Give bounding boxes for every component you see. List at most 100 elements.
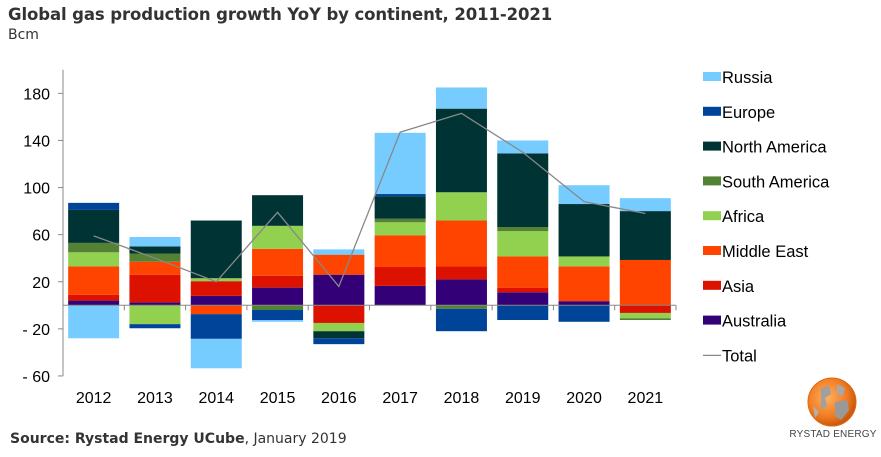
- legend-swatch-middle-east: [703, 246, 721, 255]
- bar-segment-europe-2014: [190, 314, 242, 339]
- x-tick-label: 2021: [628, 390, 664, 407]
- x-tick-label: 2013: [137, 390, 173, 407]
- bar-segment-australia-2018: [435, 279, 487, 306]
- bar-segment-russia-2013: [129, 237, 181, 247]
- bar-segment-middle-east-2012: [68, 266, 120, 295]
- bar-segment-north-america-2014: [190, 220, 242, 279]
- bar-segment-europe-2018: [435, 308, 487, 332]
- legend-swatch-europe: [703, 106, 721, 116]
- legend-label-middle-east: Middle East: [722, 243, 809, 261]
- legend-item-russia: Russia: [703, 69, 773, 87]
- y-tick-label: 180: [23, 86, 50, 103]
- bars-layer: [68, 87, 671, 369]
- bar-segment-russia-2019: [497, 140, 549, 154]
- bar-segment-middle-east-2017: [374, 235, 426, 268]
- legend-label-north-america: North America: [722, 139, 827, 157]
- bar-segment-middle-east-2015: [252, 248, 304, 276]
- bar-segment-middle-east-2013: [129, 261, 181, 275]
- bar-segment-asia-2016: [313, 305, 365, 323]
- bar-segment-australia-2019: [497, 292, 549, 306]
- chart-title: Global gas production growth YoY by cont…: [8, 5, 553, 24]
- bar-segment-europe-2016: [313, 338, 365, 345]
- bar-segment-europe-2019: [497, 305, 549, 321]
- legend-item-europe: Europe: [703, 104, 775, 122]
- x-tick-label: 2012: [76, 390, 112, 407]
- x-tick-label: 2016: [321, 390, 357, 407]
- source-date: , January 2019: [244, 431, 347, 447]
- bar-segment-middle-east-2019: [497, 256, 549, 288]
- bar-segment-africa-2017: [374, 222, 426, 236]
- y-tick-label: 60: [32, 228, 50, 245]
- bar-segment-north-america-2020: [558, 204, 610, 257]
- bar-segment-middle-east-2021: [619, 259, 671, 306]
- bar-segment-europe-2017: [374, 194, 426, 197]
- bar-segment-africa-2015: [252, 225, 304, 249]
- legend-label-russia: Russia: [722, 69, 773, 87]
- bar-segment-south-america-2021: [619, 318, 671, 321]
- bar-segment-europe-2013: [129, 324, 181, 329]
- chart-unit-label: Bcm: [8, 27, 39, 43]
- bar-segment-africa-2020: [558, 256, 610, 267]
- legend-swatch-south-america: [703, 176, 721, 186]
- bar-segment-north-america-2013: [129, 246, 181, 254]
- legend-swatch-africa: [703, 211, 721, 221]
- legend-item-asia: Asia: [703, 278, 755, 296]
- bar-segment-middle-east-2016: [313, 254, 365, 275]
- bar-segment-russia-2015: [252, 320, 304, 322]
- legend-item-south-america: South America: [703, 173, 830, 191]
- y-tick-label: 140: [23, 133, 50, 150]
- legend-label-asia: Asia: [722, 278, 755, 296]
- bar-segment-asia-2021: [619, 305, 671, 313]
- bar-segment-africa-2012: [68, 252, 120, 267]
- bar-segment-asia-2019: [497, 287, 549, 293]
- bar-segment-north-america-2021: [619, 211, 671, 260]
- source-note: Source: Rystad Energy UCube, January 201…: [10, 431, 347, 447]
- bar-segment-russia-2021: [619, 198, 671, 212]
- legend-label-total: Total: [722, 347, 757, 365]
- bar-segment-south-america-2019: [497, 227, 549, 232]
- legend-swatch-russia: [703, 72, 721, 81]
- y-tick-label: 100: [23, 181, 50, 198]
- bar-segment-europe-2015: [252, 310, 304, 321]
- bar-segment-australia-2020: [558, 301, 610, 306]
- bar-segment-north-america-2012: [68, 209, 120, 243]
- bar-segment-australia-2012: [68, 300, 120, 306]
- bar-segment-asia-2014: [190, 281, 242, 296]
- legend-item-africa: Africa: [703, 208, 765, 226]
- bar-segment-north-america-2016: [313, 331, 365, 339]
- bar-segment-asia-2018: [435, 266, 487, 280]
- x-tick-label: 2014: [198, 390, 234, 407]
- legend-swatch-north-america: [703, 141, 721, 151]
- bar-segment-australia-2014: [190, 295, 242, 306]
- legend-item-australia: Australia: [703, 313, 787, 331]
- bar-segment-russia-2018: [435, 87, 487, 109]
- bar-segment-russia-2017: [374, 132, 426, 195]
- rystad-logo: RYSTAD ENERGY: [785, 376, 881, 448]
- y-tick-label: 20: [32, 275, 50, 292]
- bar-segment-africa-2016: [313, 322, 365, 332]
- legend-swatch-asia: [703, 280, 721, 290]
- bar-segment-africa-2021: [619, 312, 671, 319]
- bar-segment-europe-2020: [558, 305, 610, 322]
- legend-label-south-america: South America: [722, 173, 830, 191]
- bar-segment-europe-2012: [68, 202, 120, 210]
- total-line: [93, 112, 646, 288]
- legend: Russia Europe North America South America Af…: [703, 69, 830, 365]
- bar-segment-north-america-2019: [497, 153, 549, 227]
- source-bold: Source: Rystad Energy UCube: [10, 431, 245, 447]
- axes-layer: - 60 - 20 20 60 100 140 180 2012 2013 2014 2015 201…: [22, 69, 677, 407]
- bar-segment-russia-2012: [68, 305, 120, 339]
- bar-segment-australia-2016: [313, 274, 365, 306]
- bar-segment-asia-2015: [252, 275, 304, 288]
- x-tick-label: 2017: [382, 390, 418, 407]
- bar-segment-middle-east-2018: [435, 220, 487, 267]
- bar-segment-australia-2015: [252, 287, 304, 306]
- bar-segment-africa-2019: [497, 231, 549, 257]
- bar-segment-asia-2012: [68, 294, 120, 301]
- bar-segment-australia-2013: [129, 302, 181, 306]
- x-tick-label: 2018: [444, 390, 480, 407]
- y-tick-label: - 20: [22, 322, 50, 339]
- bar-segment-south-america-2015: [252, 305, 304, 311]
- bar-segment-russia-2014: [190, 338, 242, 369]
